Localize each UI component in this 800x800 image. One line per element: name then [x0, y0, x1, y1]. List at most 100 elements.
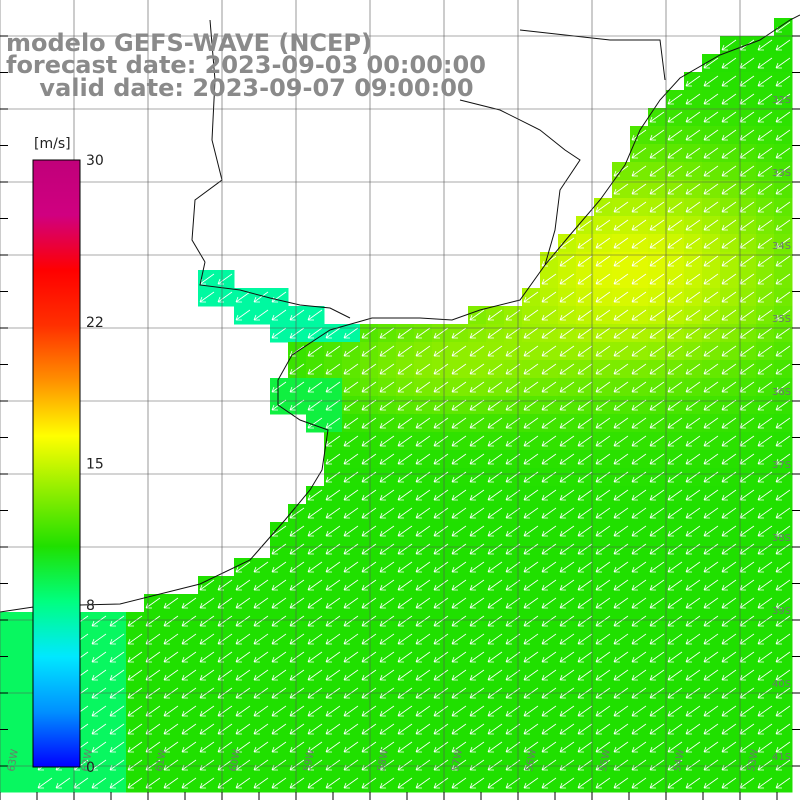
wind-arrow [559, 507, 575, 519]
wind-arrow [469, 705, 485, 717]
wind-arrow [721, 723, 737, 735]
wind-arrow [739, 93, 755, 105]
wind-arrow [739, 327, 755, 339]
wind-arrow [559, 669, 575, 681]
wind-arrow [775, 183, 791, 195]
wind-arrow [415, 363, 431, 375]
wind-arrow [649, 291, 665, 303]
wind-arrow [505, 651, 521, 663]
wind-arrow [685, 165, 701, 177]
wind-arrow [487, 579, 503, 591]
wind-arrow [217, 615, 233, 627]
wind-arrow [631, 543, 647, 555]
wind-arrow [559, 489, 575, 501]
wind-speed-cell [0, 648, 19, 667]
wind-speed-cell [18, 612, 37, 631]
wind-arrow [649, 255, 665, 267]
wind-arrow [271, 327, 287, 339]
wind-arrow [649, 669, 665, 681]
wind-arrow [775, 291, 791, 303]
wind-arrow [577, 615, 593, 627]
wind-arrow [685, 75, 701, 87]
wind-arrow [613, 543, 629, 555]
wind-arrow [613, 777, 629, 789]
wind-arrow [649, 363, 665, 375]
wind-speed-cell [18, 648, 37, 667]
wind-arrow [559, 435, 575, 447]
wind-arrow [739, 75, 755, 87]
latitude-label: 36S [772, 387, 791, 398]
wind-arrow [253, 291, 269, 303]
wind-speed-cell [18, 702, 37, 721]
wind-arrow [469, 741, 485, 753]
wind-arrow [595, 543, 611, 555]
wind-arrow [595, 435, 611, 447]
wind-arrow [577, 507, 593, 519]
wind-arrow [433, 651, 449, 663]
wind-arrow [595, 345, 611, 357]
coastline [0, 14, 800, 613]
wind-arrow [307, 363, 323, 375]
wind-arrow [487, 435, 503, 447]
wind-arrow [325, 489, 341, 501]
wind-arrow [487, 471, 503, 483]
wind-arrow [505, 417, 521, 429]
wind-arrow [703, 75, 719, 87]
wind-arrow [577, 705, 593, 717]
wind-arrow [397, 669, 413, 681]
wind-arrow [703, 183, 719, 195]
wind-arrow [505, 345, 521, 357]
wind-arrow [595, 633, 611, 645]
wind-arrow [235, 615, 251, 627]
wind-arrow [163, 741, 179, 753]
wind-arrow [271, 399, 287, 411]
wind-arrow [325, 651, 341, 663]
latitude-label: 37S [772, 460, 791, 471]
wind-arrow [343, 489, 359, 501]
wind-arrow [577, 291, 593, 303]
wind-arrow [757, 543, 773, 555]
wind-arrow [631, 183, 647, 195]
wind-arrow [631, 201, 647, 213]
wind-arrow [523, 525, 539, 537]
wind-arrow [541, 777, 557, 789]
wind-arrow [361, 597, 377, 609]
wind-arrow [721, 381, 737, 393]
wind-arrow [271, 651, 287, 663]
wind-arrow [235, 741, 251, 753]
wind-arrow [613, 255, 629, 267]
wind-speed-cell [0, 666, 19, 685]
wind-arrow [757, 309, 773, 321]
wind-arrow [595, 579, 611, 591]
wind-arrow [505, 327, 521, 339]
wind-arrow [775, 669, 791, 681]
wind-arrow [703, 363, 719, 375]
wind-arrow [307, 489, 323, 501]
wind-arrow [559, 309, 575, 321]
wind-arrow [379, 471, 395, 483]
wind-arrow [361, 525, 377, 537]
wind-arrow [667, 777, 683, 789]
wind-arrow [343, 363, 359, 375]
wind-arrow [487, 543, 503, 555]
wind-arrow [343, 705, 359, 717]
wind-arrow [595, 201, 611, 213]
wind-arrow [109, 669, 125, 681]
wind-arrow [667, 147, 683, 159]
wind-arrow [433, 723, 449, 735]
wind-arrow [199, 291, 215, 303]
wind-arrow [541, 417, 557, 429]
wind-arrow [343, 435, 359, 447]
wind-arrow [397, 471, 413, 483]
wind-arrow [469, 381, 485, 393]
wind-arrow [361, 381, 377, 393]
wind-arrow [721, 741, 737, 753]
wind-arrow [415, 651, 431, 663]
wind-arrow [523, 669, 539, 681]
wind-arrow [361, 345, 377, 357]
wind-arrow [757, 381, 773, 393]
wind-arrow [757, 417, 773, 429]
wind-arrow [757, 273, 773, 285]
wind-arrow [253, 615, 269, 627]
wind-arrow [343, 453, 359, 465]
